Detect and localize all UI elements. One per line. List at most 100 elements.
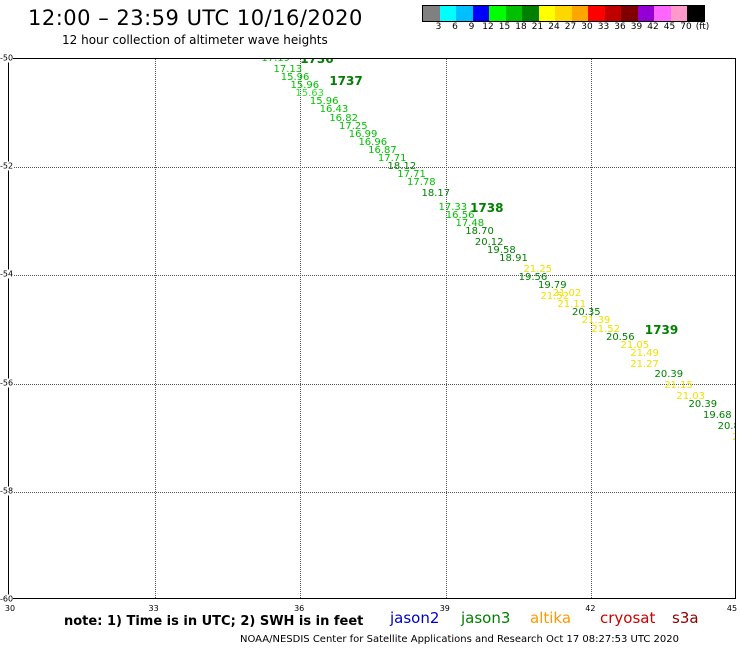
color-scale-label: 36 — [614, 22, 626, 32]
wave-height-point: 21.5 — [732, 432, 735, 443]
x-tick-label: 33 — [148, 604, 159, 613]
wave-height-point: 21.49 — [630, 347, 659, 359]
y-tick-label: -60 — [0, 594, 14, 604]
color-scale-label: (ft) — [695, 22, 710, 32]
color-scale-label: 24 — [548, 22, 560, 32]
legend-s3a: s3a — [672, 609, 699, 627]
wave-height-point: 16.56 — [445, 209, 475, 221]
wave-height-point: 21.52 — [540, 291, 570, 303]
color-scale-label: 6 — [452, 22, 458, 32]
grid-line-latitude — [9, 167, 735, 169]
legend-jason3: jason3 — [461, 609, 511, 627]
color-scale-label: 3 — [435, 22, 442, 32]
color-swatch — [505, 6, 522, 21]
color-scale-label: 33 — [597, 22, 610, 32]
wave-height-point: 17.71 — [377, 153, 407, 165]
wave-height-point: 16.96 — [358, 136, 388, 148]
grid-line-longitude — [591, 59, 593, 598]
wave-height-point: 18.91 — [499, 253, 528, 265]
wave-height-point: 21.25 — [523, 263, 553, 275]
wave-height-point: 18.70 — [465, 226, 494, 238]
x-tick-label: 30 — [4, 604, 16, 613]
legend-cryosat: cryosat — [600, 609, 656, 627]
pass-number-label: 1739 — [644, 322, 679, 337]
wave-height-point: 19.58 — [487, 245, 516, 257]
wave-height-point: 19.79 — [538, 280, 567, 292]
color-swatch — [489, 6, 506, 21]
y-tick-label: -58 — [0, 486, 14, 496]
color-swatch — [637, 6, 654, 21]
wave-height-point: 17.13 — [273, 63, 303, 75]
wave-height-point: 20.12 — [474, 236, 504, 248]
wave-height-point: 19.56 — [518, 272, 548, 284]
wave-height-point: 20.82 — [717, 420, 735, 432]
x-tick-label: 42 — [585, 604, 596, 613]
wave-height-point: 19.68 — [703, 410, 732, 422]
wave-height-point: 16.43 — [319, 104, 349, 116]
color-scale-label: 70 — [680, 22, 692, 32]
wave-height-point: 15.63 — [295, 88, 324, 100]
y-tick-label: -52 — [0, 161, 14, 171]
grid-line-longitude — [445, 59, 447, 598]
wave-height-point: 18.12 — [387, 161, 417, 173]
color-swatch — [472, 6, 489, 21]
color-scale-label: 42 — [647, 22, 659, 32]
wave-height-point: 21.52 — [591, 323, 621, 335]
color-scale-bar — [422, 5, 705, 22]
wave-height-point: 18.17 — [421, 188, 451, 200]
color-swatch — [670, 6, 687, 21]
color-swatch — [439, 6, 456, 21]
wave-height-point: 20.56 — [605, 331, 635, 343]
grid-line-longitude — [300, 59, 302, 598]
wave-height-point: 17.48 — [455, 218, 485, 229]
y-tick-label: -50 — [0, 53, 14, 63]
pass-number-label: 1738 — [470, 200, 504, 215]
wave-height-point: 21.05 — [620, 339, 650, 351]
x-tick-label: 36 — [294, 604, 305, 613]
color-scale-label: 9 — [468, 22, 475, 32]
wave-height-point: 21.39 — [581, 315, 611, 327]
wave-height-point: 21.03 — [676, 391, 705, 403]
color-scale-label: 45 — [663, 22, 676, 32]
color-swatch — [522, 6, 539, 21]
color-swatch — [571, 6, 588, 21]
wave-height-point: 16.82 — [329, 112, 358, 124]
wave-height-point: 15.96 — [309, 96, 339, 108]
color-swatch — [456, 6, 473, 21]
color-swatch — [588, 6, 605, 21]
color-swatch — [604, 6, 621, 21]
color-swatch — [621, 6, 638, 21]
legend-altika: altika — [530, 609, 572, 627]
y-tick-label: -56 — [0, 378, 14, 388]
wave-height-point: 17.78 — [406, 177, 436, 189]
wave-height-point: 20.35 — [571, 307, 601, 319]
grid-line-latitude — [9, 275, 735, 277]
color-scale-label: 39 — [630, 22, 643, 32]
color-scale-label: 18 — [515, 22, 527, 32]
wave-height-point: 16.99 — [348, 128, 378, 140]
color-swatch — [654, 6, 671, 21]
x-tick-label: 39 — [439, 604, 450, 613]
wave-height-point: 15.96 — [280, 71, 310, 83]
pass-number-label: 1736 — [300, 58, 334, 66]
wave-height-point: 17.25 — [339, 120, 368, 132]
legend-jason2: jason2 — [390, 609, 440, 627]
map-plot-area: 17.19 17.13 15.96 15.96 15.63 15.96 16.43 16.82… — [8, 58, 736, 599]
wave-height-point: 20.39 — [688, 399, 718, 411]
wave-height-point: 21.27 — [630, 358, 659, 370]
footer-note: note: 1) Time is in UTC; 2) SWH is in fe… — [64, 614, 364, 629]
page-title: 12:00 – 23:59 UTC 10/16/2020 — [28, 6, 363, 30]
color-swatch — [687, 6, 704, 21]
pass-number-label: 1737 — [329, 73, 363, 88]
wave-height-point: 21.02 — [552, 288, 582, 300]
wave-height-point: 16.87 — [368, 144, 397, 156]
credit-line: NOAA/NESDIS Center for Satellite Applica… — [240, 634, 679, 645]
color-swatch — [423, 6, 440, 21]
color-scale-label: 21 — [531, 22, 544, 32]
wave-height-point: 17.33 — [438, 201, 468, 213]
color-scale-label: 15 — [498, 22, 511, 32]
x-tick-label: 45 — [726, 604, 738, 613]
color-scale-label: 27 — [564, 22, 577, 32]
wave-height-point: 17.71 — [397, 169, 426, 181]
color-swatch — [555, 6, 572, 21]
